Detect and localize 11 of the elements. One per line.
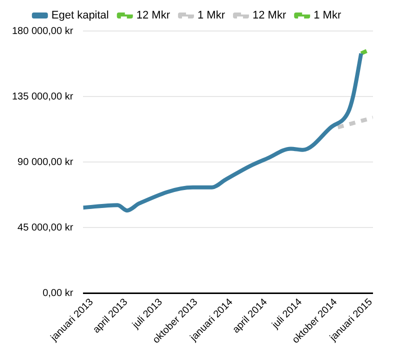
legend-label: Eget kapital <box>51 10 109 22</box>
line-series <box>83 51 364 212</box>
legend-label: 12 Mkr <box>136 10 170 22</box>
y-tick-label: 90 000,00 kr <box>18 156 74 168</box>
legend-label: 1 Mkr <box>314 10 342 22</box>
y-tick-label: 45 000,00 kr <box>18 222 74 234</box>
legend-label: 12 Mkr <box>252 10 286 22</box>
y-tick-label: 0,00 kr <box>42 288 74 299</box>
y-tick-label: 135 000,00 kr <box>12 91 74 102</box>
legend-label: 1 Mkr <box>197 10 226 22</box>
y-tick-label: 180 000,00 kr <box>12 26 74 37</box>
